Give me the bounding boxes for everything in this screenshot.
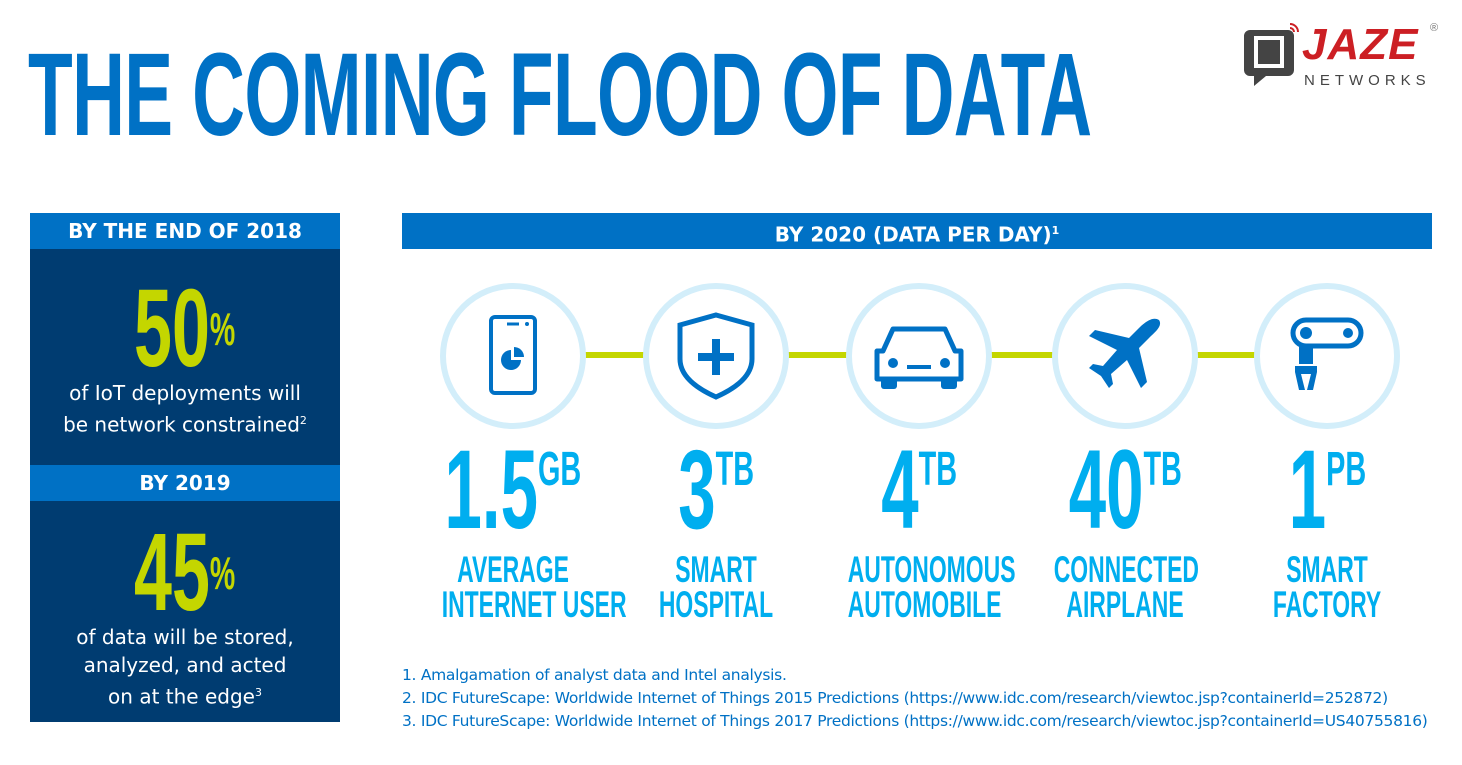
connector-line: [988, 352, 1068, 358]
header-2019: BY 2019: [30, 465, 340, 501]
logo-subtitle: NETWORKS: [1304, 72, 1431, 89]
robot-arm-icon: [1254, 283, 1400, 429]
stat-desc-2018: of IoT deployments will be network const…: [63, 381, 307, 437]
logo-chat-icon: [1244, 23, 1299, 86]
airplane-icon: [1052, 283, 1198, 429]
connector-line: [1193, 352, 1273, 358]
stat-average-internet-user: 1.5GB AVERAGE INTERNET USER: [441, 427, 627, 625]
stat-value-45: 45%: [134, 511, 236, 634]
stat-autonomous-automobile: 4TB AUTONOMOUS AUTOMOBILE: [847, 427, 1016, 625]
stat-desc-2019: of data will be stored, analyzed, and ac…: [76, 625, 294, 709]
jaze-networks-logo: JAZE ® NETWORKS: [1244, 20, 1444, 92]
stat-block-2018: 50% of IoT deployments will be network c…: [30, 249, 340, 465]
footnote-1: 1. Amalgamation of analyst data and Inte…: [402, 666, 787, 684]
header-2018: BY THE END OF 2018: [30, 213, 340, 249]
logo-name: JAZE: [1302, 20, 1419, 69]
stat-smart-factory: 1PB SMART FACTORY: [1272, 427, 1382, 625]
footnote-2: 2. IDC FutureScape: Worldwide Internet o…: [402, 689, 1388, 707]
stat-value-50: 50%: [134, 267, 236, 390]
stat-block-2019: 45% of data will be stored, analyzed, an…: [30, 501, 340, 722]
connector-line: [785, 352, 865, 358]
smartphone-chart-icon: [440, 283, 586, 429]
shield-plus-icon: [643, 283, 789, 429]
car-icon: [846, 283, 992, 429]
stat-connected-airplane: 40TB CONNECTED AIRPLANE: [1053, 427, 1199, 625]
header-2020: BY 2020 (DATA PER DAY)1: [402, 213, 1432, 249]
logo-registered: ®: [1430, 22, 1439, 34]
stat-smart-hospital: 3TB SMART HOSPITAL: [658, 427, 774, 625]
connector-line: [580, 352, 660, 358]
footnote-3: 3. IDC FutureScape: Worldwide Internet o…: [402, 712, 1428, 730]
page-title: THE COMING FLOOD OF DATA: [28, 29, 1092, 161]
